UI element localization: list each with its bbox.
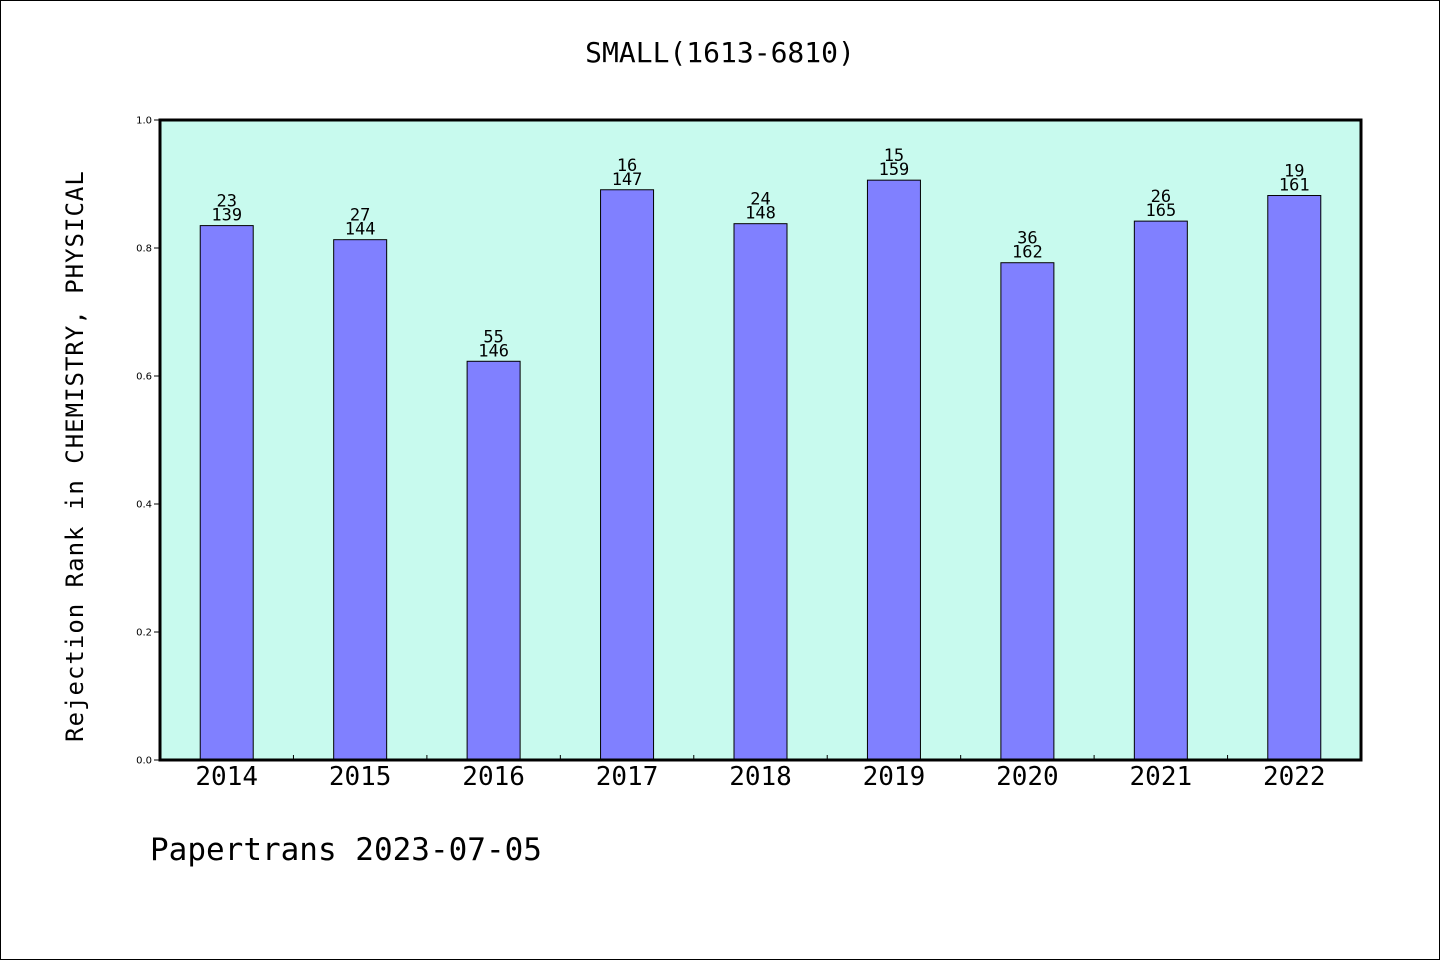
plot-border (158, 118, 1363, 762)
bar (866, 179, 921, 761)
bar-total-label: 146 (478, 341, 509, 361)
bar-total-label: 139 (211, 206, 242, 226)
x-tick-label: 2020 (996, 762, 1059, 792)
bar-total-label: 165 (1145, 201, 1176, 221)
bar-rank-label: 36 (1017, 229, 1037, 249)
bar (1133, 220, 1188, 761)
x-tick-label: 2016 (462, 762, 525, 792)
bar-rank-label: 26 (1151, 187, 1171, 207)
bar (1267, 195, 1322, 761)
bar (333, 239, 388, 761)
y-tick-label: 0.6 (136, 372, 152, 383)
x-tick-label: 2019 (863, 762, 926, 792)
bar-total-label: 148 (745, 204, 776, 224)
y-tick-label: 0.0 (136, 756, 152, 767)
x-tick-label: 2018 (729, 762, 792, 792)
bar-total-label: 159 (879, 160, 910, 180)
y-tick-label: 0.4 (136, 500, 152, 511)
y-tick-label: 1.0 (136, 116, 152, 127)
x-tick-label: 2022 (1263, 762, 1326, 792)
bar (733, 223, 788, 761)
bar-rank-label: 55 (483, 327, 503, 347)
bar-rank-label: 15 (884, 146, 904, 166)
bar-rank-label: 19 (1284, 162, 1304, 182)
x-tick-label: 2014 (195, 762, 258, 792)
x-tick-label: 2015 (329, 762, 392, 792)
bar-rank-label: 16 (617, 156, 637, 176)
bar-rank-label: 24 (750, 190, 770, 210)
bar-total-label: 162 (1012, 243, 1043, 263)
bar-rank-label: 23 (216, 192, 236, 212)
bar (199, 225, 254, 761)
x-tick-label: 2017 (596, 762, 659, 792)
bar (466, 360, 521, 761)
bar-rank-label: 27 (350, 206, 370, 226)
footer-watermark: Papertrans 2023-07-05 (150, 832, 542, 868)
bar-total-label: 147 (612, 170, 643, 190)
bar (1000, 262, 1055, 761)
bar-total-label: 144 (345, 220, 376, 240)
bar-total-label: 161 (1279, 176, 1310, 196)
chart-title: SMALL(1613-6810) (585, 36, 855, 69)
x-tick-label: 2021 (1130, 762, 1193, 792)
bar (600, 189, 655, 761)
y-tick-label: 0.8 (136, 244, 152, 255)
y-tick-label: 0.2 (136, 628, 152, 639)
